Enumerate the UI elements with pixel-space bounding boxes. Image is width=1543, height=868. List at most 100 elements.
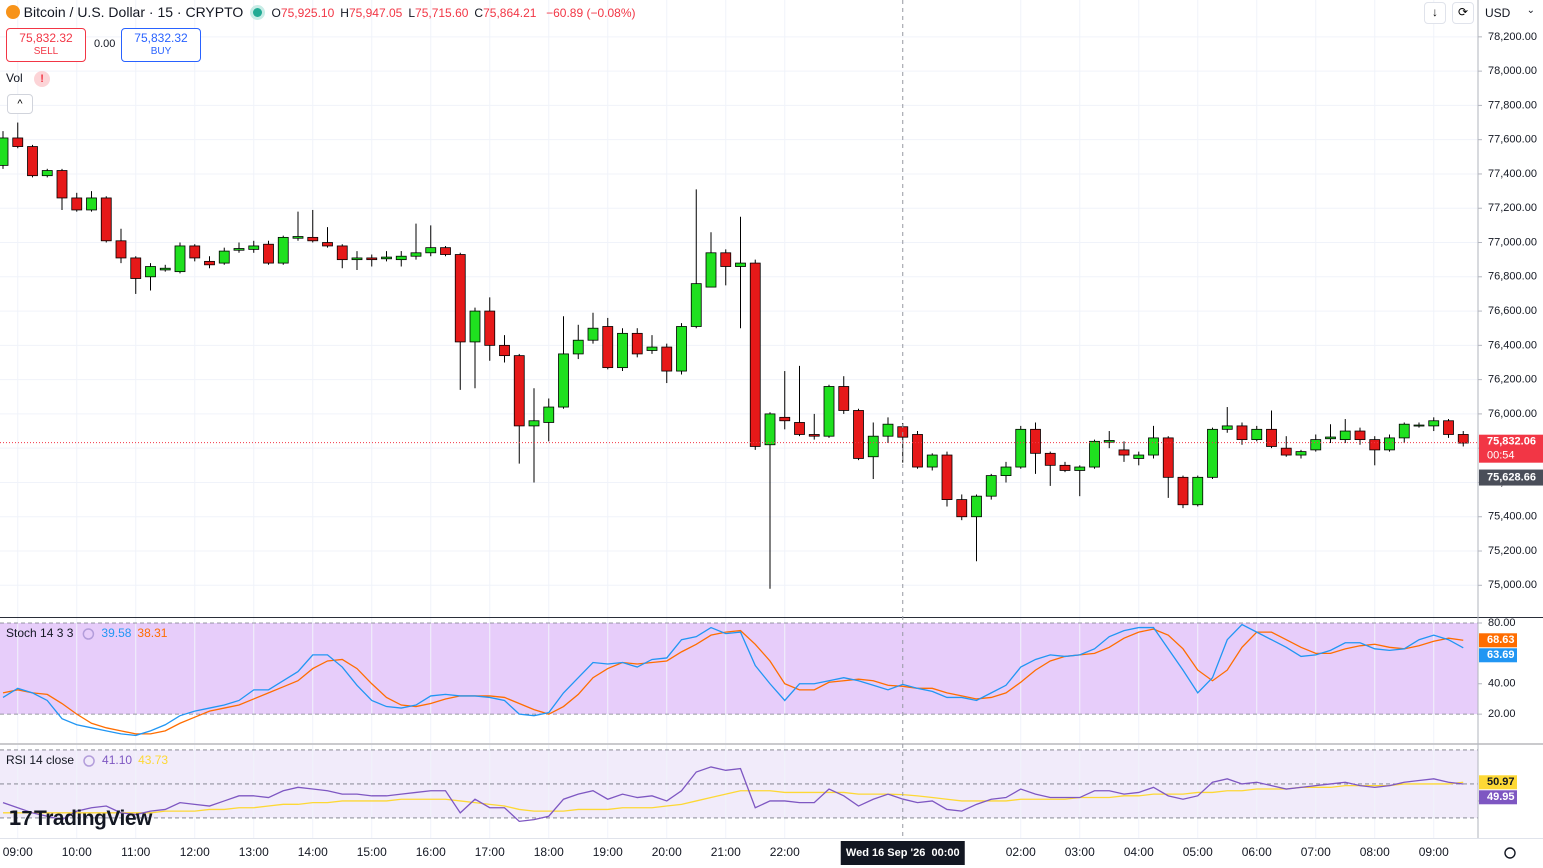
candle-body: [1369, 439, 1381, 451]
y-tick-label: 77,400.00: [1488, 168, 1537, 180]
price-change: −60.89 (−0.08%): [546, 6, 636, 20]
candle-body: [1089, 440, 1100, 468]
market-status: [252, 8, 262, 17]
collapse-button[interactable]: ^: [7, 94, 33, 114]
candle-body: [351, 257, 363, 261]
band-fill: [0, 623, 1478, 715]
candle-body: [1030, 428, 1041, 454]
candle-body: [661, 346, 673, 372]
ohlc-value: 75,715.60: [415, 6, 469, 20]
candle-body: [794, 422, 805, 435]
candle-body: [12, 137, 24, 147]
warning-icon: !: [34, 71, 51, 87]
x-tick-label: 19:00: [593, 845, 623, 859]
candle-body: [617, 332, 628, 369]
candle-body: [735, 262, 746, 267]
x-tick-label: 04:00: [1124, 845, 1154, 859]
currency-select[interactable]: USD ⌄: [1481, 4, 1539, 22]
x-tick-label: 07:00: [1301, 845, 1331, 859]
buy-button[interactable]: 75,832.32 BUY: [121, 28, 201, 62]
candle-body: [189, 245, 201, 259]
value-label: 68.63: [1487, 634, 1515, 646]
symbol-name[interactable]: Bitcoin / U.S. Dollar · 15 · CRYPTO: [23, 4, 244, 20]
candle-body: [381, 256, 392, 260]
candle-body: [853, 410, 864, 459]
x-tick-label: 02:00: [1006, 845, 1036, 859]
candle-body: [926, 454, 938, 468]
value-label: 50.97: [1487, 776, 1515, 788]
candle-body: [1207, 428, 1218, 478]
candle-body: [882, 423, 894, 437]
candle-body: [690, 283, 702, 327]
candle-body: [71, 197, 83, 211]
x-tick-label: 21:00: [711, 845, 741, 859]
candle-body: [528, 420, 540, 427]
candle-body: [336, 245, 348, 261]
candle-body: [27, 146, 38, 177]
ohlc-value: 75,925.10: [280, 6, 335, 20]
candle-body: [602, 326, 614, 369]
candle-body: [1133, 454, 1145, 459]
sell-price: 75,832.32: [19, 31, 73, 45]
candle-body: [764, 413, 776, 446]
volume-label: Vol: [6, 71, 23, 85]
refresh-button[interactable]: ⟳: [1452, 2, 1474, 24]
value-label: 49.95: [1487, 791, 1515, 803]
candle-body: [322, 242, 333, 247]
volume-legend[interactable]: Vol !: [6, 71, 51, 87]
candle-body: [204, 260, 215, 266]
candle-body: [572, 339, 584, 355]
candle-body: [115, 240, 127, 259]
x-tick-label: 17:00: [475, 845, 505, 859]
x-tick-label: 09:00: [3, 845, 33, 859]
candle-body: [440, 247, 451, 255]
candle-body: [543, 406, 555, 423]
candle-body: [1177, 476, 1189, 506]
x-tick-label: 08:00: [1360, 845, 1390, 859]
x-tick-label: 11:00: [121, 845, 150, 859]
pane-title: Stoch 14 3 3: [6, 626, 74, 640]
logo-text: TradingView: [34, 807, 152, 830]
indicator-line: [2, 766, 1464, 823]
candle-body: [513, 355, 525, 427]
last-price-box: [1479, 434, 1543, 463]
logo-mark: 𝟭7: [8, 808, 33, 830]
value-box: [1479, 633, 1517, 648]
candle-body: [1354, 430, 1366, 441]
candle-body: [410, 252, 422, 257]
candle-body: [277, 236, 289, 264]
indicator-line: [3, 781, 1464, 814]
x-tick-label: 05:00: [1183, 845, 1213, 859]
candle-body: [705, 252, 717, 288]
crosshair-time-label: Wed 16 Sep '26 00:00: [846, 847, 960, 859]
y-tick-label: 77,600.00: [1488, 134, 1537, 146]
candle-body: [1074, 466, 1086, 471]
candle-body: [1059, 464, 1071, 471]
logo[interactable]: 𝟭7TradingView: [8, 806, 152, 831]
candle-body: [631, 332, 643, 355]
candle-body: [1339, 430, 1351, 441]
y-tick-label: 20.00: [1488, 708, 1516, 720]
download-button[interactable]: ↓: [1424, 2, 1446, 24]
legend-value: 43.73: [138, 753, 168, 767]
candle-body: [587, 327, 599, 341]
sell-button[interactable]: 75,832.32 SELL: [6, 28, 86, 62]
candle-body: [100, 197, 112, 242]
candle-body: [1015, 428, 1027, 468]
candle-body: [395, 255, 407, 261]
y-tick-label: 76,600.00: [1488, 305, 1537, 317]
y-tick-label: 40.00: [1488, 678, 1516, 690]
candle-body: [971, 495, 982, 518]
candle-body: [0, 137, 9, 166]
y-tick-label: 76,400.00: [1488, 339, 1537, 351]
ohlc-value: 75,864.21: [483, 6, 537, 20]
settings-button[interactable]: [1504, 847, 1516, 859]
candle-body: [248, 245, 260, 250]
value-box: [1479, 775, 1517, 790]
candle-body: [366, 257, 378, 261]
value-label: 63.69: [1487, 649, 1515, 661]
candle-body: [425, 247, 437, 254]
candle-body: [1103, 440, 1115, 443]
